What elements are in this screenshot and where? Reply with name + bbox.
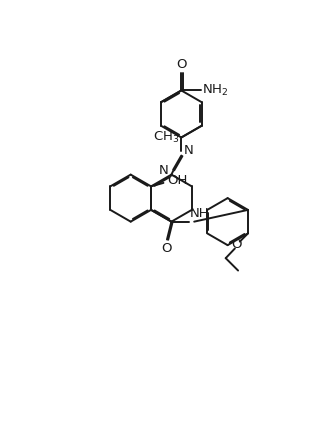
Text: O: O bbox=[177, 59, 187, 71]
Text: NH$_2$: NH$_2$ bbox=[202, 83, 228, 98]
Text: O: O bbox=[162, 242, 172, 255]
Text: OH: OH bbox=[167, 174, 187, 187]
Text: NH: NH bbox=[190, 207, 210, 220]
Text: O: O bbox=[232, 238, 242, 251]
Text: CH$_3$: CH$_3$ bbox=[153, 130, 180, 145]
Text: N: N bbox=[184, 145, 194, 158]
Text: N: N bbox=[159, 164, 169, 178]
